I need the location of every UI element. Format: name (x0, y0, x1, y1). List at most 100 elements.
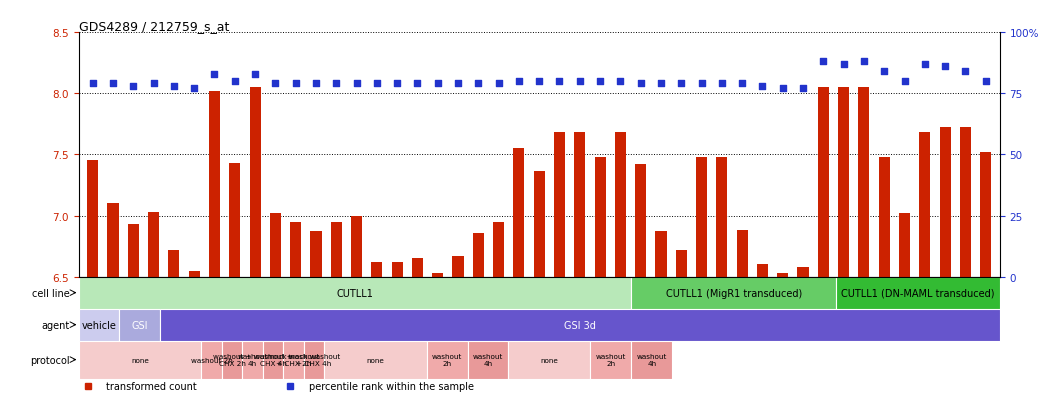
Point (85, 81, 102, 88)
Text: none: none (366, 357, 384, 363)
Bar (310, 232, 321, 277)
Bar (696, 157, 707, 277)
Bar (222, 341, 242, 379)
Text: CUTLL1 (DN-MAML transduced): CUTLL1 (DN-MAML transduced) (841, 288, 995, 298)
Point (612, 78, 629, 85)
Point (388, 81, 405, 88)
Point (713, 81, 730, 88)
Bar (939, 128, 951, 277)
Bar (513, 149, 525, 277)
Point (957, 69, 974, 75)
Point (673, 81, 690, 88)
Text: CUTLL1: CUTLL1 (336, 288, 374, 298)
Text: cell line: cell line (31, 288, 69, 298)
Point (531, 78, 548, 85)
Point (449, 81, 466, 88)
Text: washout
4h: washout 4h (473, 353, 504, 366)
Bar (878, 157, 890, 277)
Bar (201, 341, 222, 379)
Text: agent: agent (41, 320, 69, 330)
Bar (452, 256, 464, 277)
Bar (263, 341, 284, 379)
Text: none: none (131, 357, 149, 363)
Bar (432, 273, 443, 277)
Text: washout +
CHX 2h: washout + CHX 2h (213, 353, 251, 366)
Point (977, 78, 994, 85)
Bar (919, 133, 931, 277)
Point (226, 78, 243, 85)
Text: none: none (540, 357, 558, 363)
Bar (426, 341, 468, 379)
Point (855, 59, 872, 66)
Point (490, 81, 507, 88)
Text: CUTLL1 (MigR1 transduced): CUTLL1 (MigR1 transduced) (666, 288, 802, 298)
Text: washout
2h: washout 2h (431, 353, 463, 366)
Bar (229, 164, 241, 277)
Point (572, 78, 588, 85)
Bar (188, 271, 200, 277)
Text: washout +
CHX 4h: washout + CHX 4h (253, 353, 292, 366)
Point (551, 78, 567, 85)
Bar (79, 341, 201, 379)
Point (429, 81, 446, 88)
Point (775, 86, 792, 93)
Bar (509, 341, 591, 379)
Bar (304, 341, 325, 379)
Bar (631, 341, 672, 379)
Point (815, 59, 831, 66)
Bar (290, 222, 302, 277)
Bar (960, 128, 971, 277)
Text: GDS4289 / 212759_s_at: GDS4289 / 212759_s_at (79, 20, 229, 33)
Point (409, 81, 426, 88)
Bar (473, 233, 484, 277)
Point (105, 81, 121, 88)
Bar (757, 265, 768, 277)
Bar (655, 232, 667, 277)
Bar (554, 133, 565, 277)
Text: GSI 3d: GSI 3d (564, 320, 596, 330)
Bar (980, 152, 992, 277)
Bar (270, 214, 281, 277)
Bar (675, 250, 687, 277)
Bar (737, 230, 748, 277)
Bar (534, 172, 544, 277)
Point (734, 81, 751, 88)
Point (287, 81, 304, 88)
Bar (777, 273, 788, 277)
Text: protocol: protocol (29, 355, 69, 365)
Bar (108, 204, 118, 277)
Bar (468, 341, 509, 379)
Bar (79, 309, 119, 341)
Bar (249, 88, 261, 277)
Text: washout
4h: washout 4h (238, 353, 268, 366)
Point (328, 81, 344, 88)
Bar (818, 88, 829, 277)
Point (896, 78, 913, 85)
Text: vehicle: vehicle (82, 320, 116, 330)
Bar (372, 262, 382, 277)
Bar (837, 277, 1000, 309)
Bar (209, 92, 220, 277)
Text: washout
2h: washout 2h (596, 353, 626, 366)
Bar (119, 309, 160, 341)
Text: percentile rank within the sample: percentile rank within the sample (309, 382, 474, 392)
Bar (128, 225, 139, 277)
Point (308, 81, 325, 88)
Point (693, 81, 710, 88)
Point (937, 64, 954, 71)
Point (795, 86, 811, 93)
Point (470, 81, 487, 88)
Bar (574, 133, 585, 277)
Bar (859, 88, 869, 277)
Bar (392, 262, 403, 277)
Text: transformed count: transformed count (106, 382, 197, 392)
Point (916, 62, 933, 68)
Text: washout
4h: washout 4h (637, 353, 667, 366)
Bar (87, 161, 98, 277)
Point (146, 81, 162, 88)
Point (267, 81, 284, 88)
Bar (615, 133, 626, 277)
Bar (148, 212, 159, 277)
Point (125, 83, 141, 90)
Bar (79, 277, 631, 309)
